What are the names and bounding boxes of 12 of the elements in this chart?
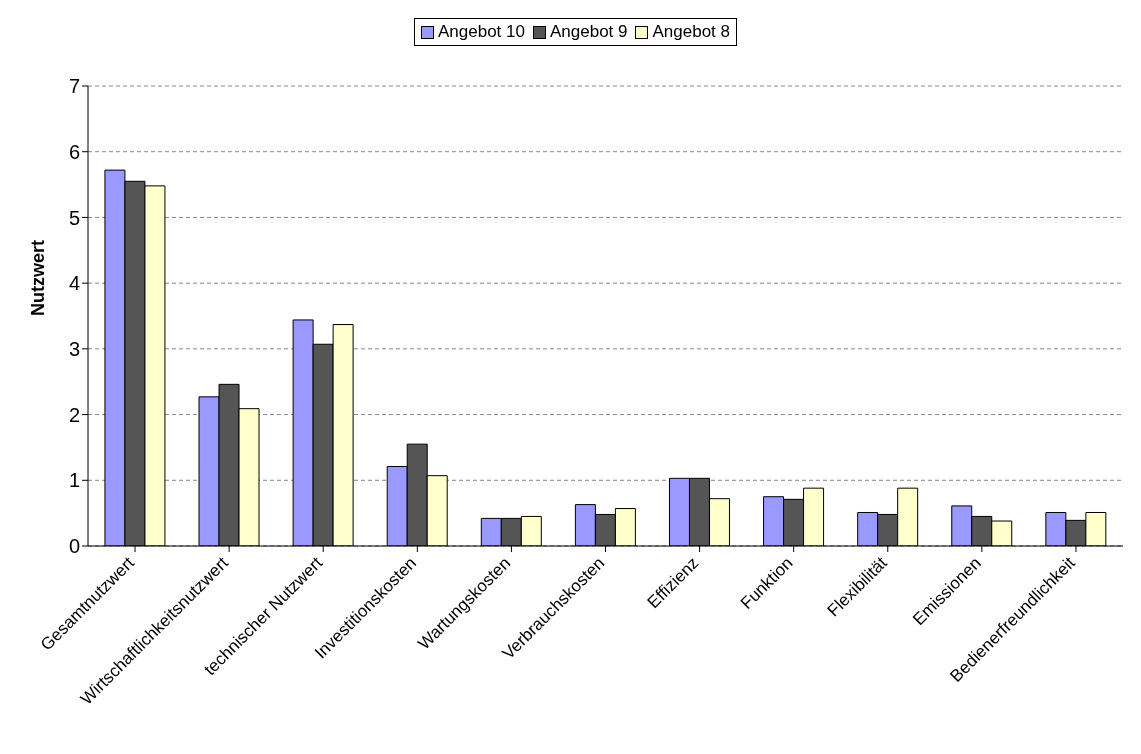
y-axis-title: Nutzwert bbox=[28, 240, 49, 316]
y-tick-label: 5 bbox=[68, 206, 80, 229]
legend-label: Angebot 8 bbox=[651, 22, 730, 42]
y-tick-label: 0 bbox=[68, 535, 80, 558]
y-tick-label: 3 bbox=[68, 337, 80, 360]
y-tick-label: 2 bbox=[68, 403, 80, 426]
y-tick-label: 6 bbox=[68, 140, 80, 163]
legend-label: Angebot 9 bbox=[548, 22, 628, 42]
legend-label: Angebot 10 bbox=[437, 22, 525, 42]
y-tick-label: 4 bbox=[68, 272, 80, 295]
y-tick-label: 7 bbox=[68, 75, 80, 98]
y-tick-label: 1 bbox=[68, 469, 80, 492]
